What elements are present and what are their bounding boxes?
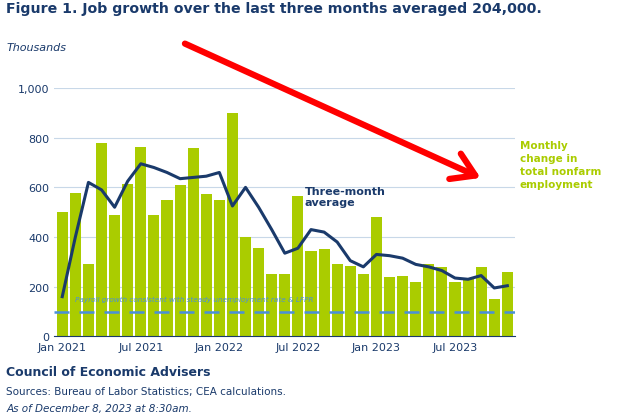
- Text: Council of Economic Advisers: Council of Economic Advisers: [6, 366, 211, 378]
- Bar: [279, 275, 291, 337]
- Bar: [345, 266, 356, 337]
- Bar: [240, 237, 251, 337]
- Bar: [214, 200, 225, 337]
- Bar: [423, 265, 435, 337]
- Bar: [175, 185, 186, 337]
- Bar: [292, 197, 303, 337]
- Bar: [332, 265, 343, 337]
- Bar: [161, 200, 173, 337]
- Bar: [502, 272, 513, 337]
- Bar: [266, 275, 277, 337]
- Text: Monthly
change in
total nonfarm
employment: Monthly change in total nonfarm employme…: [520, 140, 601, 190]
- Bar: [436, 267, 447, 337]
- Bar: [371, 218, 382, 337]
- Bar: [122, 185, 133, 337]
- Bar: [188, 148, 199, 337]
- Bar: [135, 148, 147, 337]
- Bar: [305, 251, 317, 337]
- Text: As of December 8, 2023 at 8:30am.: As of December 8, 2023 at 8:30am.: [6, 403, 192, 413]
- Bar: [463, 280, 474, 337]
- Bar: [319, 250, 330, 337]
- Bar: [397, 276, 408, 337]
- Bar: [476, 267, 487, 337]
- Bar: [109, 216, 120, 337]
- Text: Payroll growth consistent with steady unemployment rate & LFPR: Payroll growth consistent with steady un…: [76, 296, 314, 302]
- Text: Thousands: Thousands: [6, 43, 67, 53]
- Bar: [201, 194, 212, 337]
- Bar: [70, 193, 81, 337]
- Bar: [57, 213, 68, 337]
- Bar: [449, 282, 461, 337]
- Bar: [253, 249, 264, 337]
- Text: Three-month
average: Three-month average: [305, 186, 385, 208]
- Bar: [227, 114, 238, 337]
- Bar: [489, 299, 500, 337]
- Bar: [358, 275, 369, 337]
- Text: Figure 1. Job growth over the last three months averaged 204,000.: Figure 1. Job growth over the last three…: [6, 2, 542, 16]
- Bar: [83, 265, 94, 337]
- Bar: [148, 215, 159, 337]
- Bar: [96, 143, 107, 337]
- Text: Sources: Bureau of Labor Statistics; CEA calculations.: Sources: Bureau of Labor Statistics; CEA…: [6, 386, 287, 396]
- Bar: [384, 277, 395, 337]
- Bar: [410, 282, 421, 337]
